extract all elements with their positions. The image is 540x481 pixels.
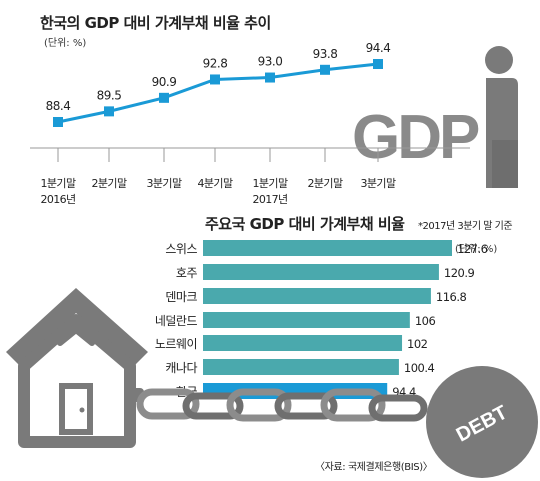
line-category-year: 2016년	[40, 193, 75, 206]
bar-category-label: 노르웨이	[155, 337, 197, 351]
gdp-decor-text: GDP	[352, 103, 479, 172]
line-point	[53, 117, 63, 127]
line-value-label: 92.8	[203, 56, 228, 70]
source-note: 〈자료: 국제결제은행(BIS)〉	[315, 461, 432, 473]
line-value-label: 93.0	[258, 55, 283, 69]
line-chart-unit: (단위: %)	[44, 36, 86, 49]
line-point	[210, 74, 220, 85]
bar-value-label: 100.4	[404, 361, 435, 375]
line-point	[159, 92, 169, 103]
line-category-label: 2분기말	[92, 177, 127, 190]
line-point	[320, 64, 330, 75]
bar-value-label: 116.8	[436, 290, 467, 304]
bar-value-label: 106	[415, 314, 436, 328]
line-value-label: 89.5	[97, 88, 122, 102]
bar-category-label: 덴마크	[165, 290, 197, 304]
bar-category-label: 스위스	[165, 242, 197, 256]
line-category-label: 3분기말	[361, 177, 396, 190]
line-category-label: 3분기말	[147, 177, 182, 190]
line-category-label: 1분기말	[41, 177, 76, 190]
line-category-label: 4분기말	[198, 177, 233, 190]
bar-chart-note: *2017년 3분기 말 기준	[418, 220, 512, 232]
line-value-label: 93.8	[313, 47, 338, 61]
bar-value-label: 127.6	[457, 242, 488, 256]
bar	[203, 264, 439, 280]
line-point	[104, 106, 114, 117]
bar-category-label: 캐나다	[165, 361, 197, 375]
bar	[203, 359, 399, 375]
line-point	[265, 72, 275, 83]
bar	[203, 335, 403, 351]
gdp-figure-icon	[485, 46, 518, 188]
line-chart-title: 한국의 GDP 대비 가계부채 비율 추이	[40, 14, 271, 32]
bar	[203, 240, 452, 256]
bar-value-label: 120.9	[444, 266, 475, 280]
bar-value-label: 102	[407, 337, 428, 351]
bar	[203, 312, 410, 328]
line-point	[373, 59, 383, 69]
line-value-label: 88.4	[46, 99, 71, 113]
house-icon	[6, 288, 148, 448]
bar	[203, 288, 431, 304]
debt-ball-icon: DEBT	[426, 366, 538, 478]
line-value-label: 94.4	[366, 41, 391, 55]
bar-chart-title: 주요국 GDP 대비 가계부채 비율	[205, 215, 405, 233]
line-category-label: 2분기말	[308, 177, 343, 190]
line-category-label: 1분기말	[253, 177, 288, 190]
bar-category-label: 네덜란드	[155, 314, 198, 328]
chain-icon	[136, 388, 428, 422]
line-value-label: 90.9	[152, 75, 177, 89]
line-category-year: 2017년	[252, 193, 287, 206]
bar-chart-unit: (단위: %)	[455, 242, 497, 255]
bar-category-label: 호주	[176, 266, 198, 280]
